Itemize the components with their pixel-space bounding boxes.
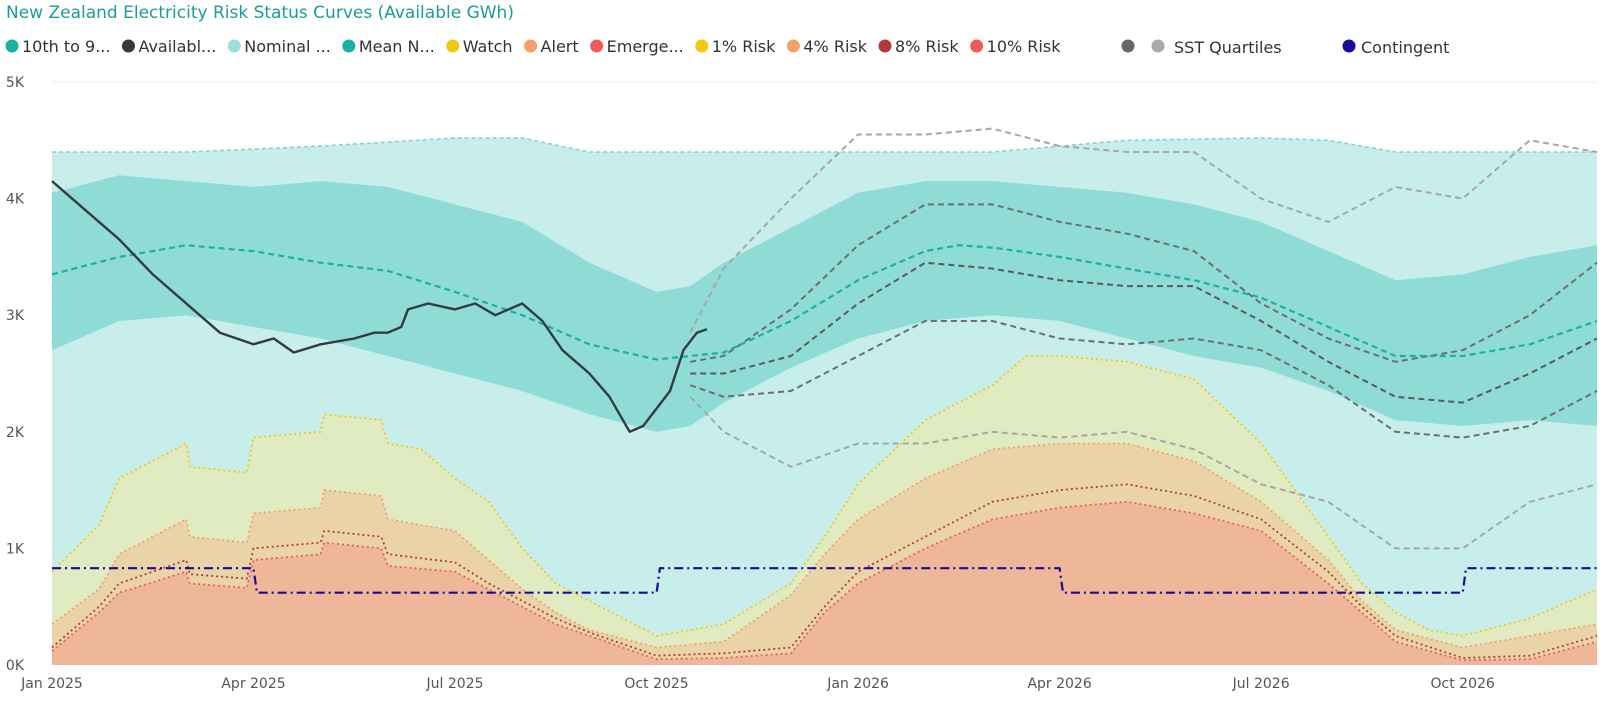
legend-item-sst-quartiles[interactable]: SST Quartiles xyxy=(1121,38,1282,57)
y-tick-label: 0K xyxy=(6,658,25,674)
emergency-area xyxy=(52,501,1597,665)
legend-dot-icon xyxy=(878,39,892,53)
x-tick-label: Apr 2026 xyxy=(1027,676,1091,692)
legend-item-4-risk[interactable]: 4% Risk xyxy=(786,37,868,56)
legend-dot-icon xyxy=(970,39,984,53)
legend-dot-icon xyxy=(1342,39,1356,53)
legend-label: 4% Risk xyxy=(803,37,867,56)
x-tick-label: Jan 2025 xyxy=(20,676,83,692)
legend-label: Mean N... xyxy=(359,37,435,56)
areas xyxy=(52,138,1597,665)
legend-item-10-risk[interactable]: 10% Risk xyxy=(970,37,1061,56)
legend-item-alert[interactable]: Alert xyxy=(524,37,579,56)
legend-item-nominal[interactable]: Nominal ... xyxy=(227,37,331,56)
legend-dot-icon xyxy=(121,39,135,53)
legend-label: Alert xyxy=(541,37,579,56)
alert-line xyxy=(51,442,1598,649)
legend-dot-icon xyxy=(1121,39,1135,53)
legend-label: Contingent xyxy=(1361,38,1449,57)
legend-item-availabl[interactable]: Availabl... xyxy=(121,37,216,56)
legend-item-8-risk[interactable]: 8% Risk xyxy=(878,37,960,56)
watch-line xyxy=(51,355,1598,637)
legend-label: Watch xyxy=(463,37,513,56)
legend-label: Availabl... xyxy=(138,37,216,56)
legend-label: SST Quartiles xyxy=(1174,38,1282,57)
legend-label: 8% Risk xyxy=(895,37,959,56)
legend-dot-icon xyxy=(695,39,709,53)
x-axis: Jan 2025 Apr 2025 Jul 2025 Oct 2025 Jan 2026… xyxy=(20,676,1495,692)
y-tick-label: 1K xyxy=(6,541,25,557)
legend-label: 10th to 9... xyxy=(22,37,110,56)
legend-item-watch[interactable]: Watch xyxy=(446,37,513,56)
x-tick-label: Oct 2026 xyxy=(1431,676,1495,692)
y-tick-label: 3K xyxy=(6,308,25,324)
legend-label: 10% Risk xyxy=(987,37,1062,56)
y-tick-label: 2K xyxy=(6,425,25,441)
legend-dot-icon xyxy=(5,39,19,53)
lines xyxy=(51,127,1598,662)
legend-label: Emerge... xyxy=(607,37,684,56)
percentile-band-area xyxy=(52,175,1597,432)
x-tick-label: Jul 2025 xyxy=(426,676,484,692)
legend-dot-icon xyxy=(524,39,538,53)
legend-dot-icon xyxy=(227,39,241,53)
legend-dot-icon xyxy=(590,39,604,53)
sst-quartile-lower-line xyxy=(689,396,1598,550)
legend-label: 1% Risk xyxy=(712,37,776,56)
x-tick-label: Oct 2025 xyxy=(624,676,688,692)
contingent-line xyxy=(52,567,1597,594)
emergency-line xyxy=(51,500,1598,662)
legend: 10th to 9... Availabl... Nominal ... Mean N… xyxy=(5,37,1450,57)
legend-dot-icon xyxy=(1151,39,1165,53)
legend-dot-icon xyxy=(342,39,356,53)
x-tick-label: Apr 2025 xyxy=(221,676,285,692)
legend-dot-icon xyxy=(786,39,800,53)
mean-nominal-line xyxy=(51,244,1598,361)
sst-quartile-q3-line xyxy=(690,203,1598,363)
legend-item-1-risk[interactable]: 1% Risk xyxy=(695,37,776,56)
y-tick-label: 5K xyxy=(6,75,25,91)
x-tick-label: Jan 2026 xyxy=(826,676,889,692)
sst-quartile-median-line xyxy=(690,261,1598,404)
x-tick-label: Jul 2026 xyxy=(1232,676,1290,692)
legend-dot-icon xyxy=(446,39,460,53)
chart-title: New Zealand Electricity Risk Status Curv… xyxy=(6,3,514,23)
y-axis: 0K 1K 2K 3K 4K 5K xyxy=(6,75,25,674)
legend-item-10th-to-9[interactable]: 10th to 9... xyxy=(5,37,111,56)
nominal-full-line xyxy=(52,137,1597,153)
legend-item-mean-n[interactable]: Mean N... xyxy=(342,37,435,56)
sst-quartile-upper-line xyxy=(689,127,1598,334)
legend-item-contingent[interactable]: Contingent xyxy=(1342,38,1450,57)
available-storage-line xyxy=(51,180,708,433)
legend-label: Nominal ... xyxy=(244,37,331,56)
y-tick-label: 4K xyxy=(6,192,25,208)
legend-item-emerge[interactable]: Emerge... xyxy=(590,37,684,56)
